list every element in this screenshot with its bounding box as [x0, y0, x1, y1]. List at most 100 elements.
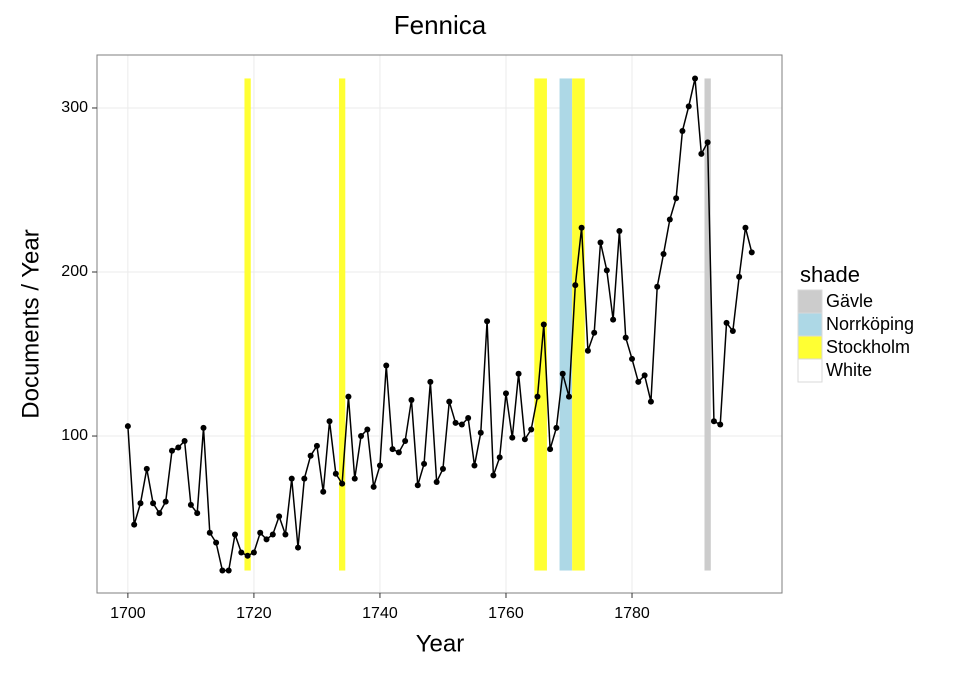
data-point: [276, 513, 283, 520]
shade-band: [534, 78, 547, 571]
data-point: [736, 273, 743, 280]
data-point: [748, 249, 755, 256]
data-point: [332, 470, 339, 477]
data-point: [288, 475, 295, 482]
data-point: [742, 224, 749, 231]
data-point: [641, 372, 648, 379]
data-point: [213, 539, 220, 546]
data-point: [307, 452, 314, 459]
data-point: [465, 414, 472, 421]
data-point: [622, 334, 629, 341]
data-point: [553, 424, 560, 431]
data-point: [351, 475, 358, 482]
data-point: [502, 390, 509, 397]
y-axis-label: Documents / Year: [17, 229, 44, 418]
data-point: [496, 454, 503, 461]
x-tick-label: 1760: [488, 605, 524, 622]
data-point: [225, 567, 232, 574]
data-point: [635, 378, 642, 385]
data-point: [414, 482, 421, 489]
y-tick-label: 300: [61, 99, 88, 116]
data-point: [610, 316, 617, 323]
data-point: [257, 529, 264, 536]
data-point: [187, 501, 194, 508]
data-point: [654, 283, 661, 290]
data-point: [156, 510, 163, 517]
data-point: [673, 195, 680, 202]
data-point: [162, 498, 169, 505]
data-point: [528, 426, 535, 433]
data-point: [269, 531, 276, 538]
legend-key: [797, 312, 823, 337]
chart-title: Fennica: [394, 10, 487, 40]
data-point: [647, 398, 654, 405]
data-point: [389, 446, 396, 453]
data-point: [124, 423, 131, 430]
legend-key: [797, 358, 823, 383]
legend-label: White: [826, 360, 872, 380]
data-point: [509, 434, 516, 441]
data-point: [339, 480, 346, 487]
data-point: [194, 510, 201, 517]
data-point: [181, 437, 188, 444]
data-point: [175, 444, 182, 451]
data-point: [666, 216, 673, 223]
data-point: [263, 536, 270, 543]
data-point: [540, 321, 547, 328]
data-point: [458, 421, 465, 428]
data-point: [616, 227, 623, 234]
data-point: [150, 500, 157, 507]
data-point: [717, 421, 724, 428]
data-point: [591, 329, 598, 336]
legend-label: Gävle: [826, 291, 873, 311]
data-point: [452, 419, 459, 426]
data-point: [729, 328, 736, 335]
x-tick-label: 1740: [362, 605, 398, 622]
data-point: [679, 127, 686, 134]
data-point: [219, 567, 226, 574]
data-point: [250, 549, 257, 556]
data-point: [238, 549, 245, 556]
data-point: [143, 465, 150, 472]
data-point: [723, 319, 730, 326]
data-point: [200, 424, 207, 431]
data-point: [660, 250, 667, 257]
data-point: [521, 436, 528, 443]
data-point: [566, 393, 573, 400]
data-point: [704, 139, 711, 146]
legend-title: shade: [800, 262, 860, 287]
legend-key: [797, 335, 823, 360]
data-point: [471, 462, 478, 469]
data-point: [559, 370, 566, 377]
x-tick-label: 1700: [110, 605, 146, 622]
data-point: [345, 393, 352, 400]
data-point: [685, 103, 692, 110]
x-axis-label: Year: [416, 630, 465, 657]
data-point: [515, 370, 522, 377]
data-point: [232, 531, 239, 538]
data-point: [446, 398, 453, 405]
plot-background: [97, 55, 782, 593]
data-point: [370, 483, 377, 490]
data-point: [168, 447, 175, 454]
y-tick-label: 200: [61, 263, 88, 280]
data-point: [710, 418, 717, 425]
plot-border: [96, 54, 783, 594]
data-point: [326, 418, 333, 425]
data-point: [383, 362, 390, 369]
shade-band: [572, 78, 585, 571]
shade-band: [338, 78, 346, 571]
data-point: [282, 531, 289, 538]
data-point: [320, 488, 327, 495]
data-point: [376, 462, 383, 469]
data-point: [629, 355, 636, 362]
data-point: [547, 446, 554, 453]
data-point: [421, 460, 428, 467]
data-point: [313, 442, 320, 449]
y-tick-label: 100: [61, 427, 88, 444]
data-point: [433, 478, 440, 485]
data-point: [439, 465, 446, 472]
legend-label: Stockholm: [826, 337, 910, 357]
data-point: [301, 475, 308, 482]
